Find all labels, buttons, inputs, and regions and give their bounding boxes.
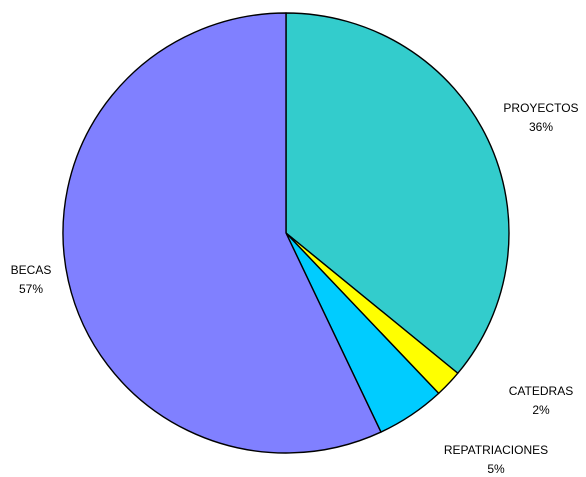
label-value-catedras: 2% bbox=[532, 403, 550, 417]
label-name-proyectos: PROYECTOS bbox=[503, 101, 578, 115]
label-name-becas: BECAS bbox=[11, 263, 52, 277]
pie-slice-proyectos bbox=[285, 12, 510, 374]
label-value-repatriaciones: 5% bbox=[487, 462, 505, 476]
label-value-proyectos: 36% bbox=[529, 120, 553, 134]
pie-slices bbox=[62, 12, 510, 454]
label-name-repatriaciones: REPATRIACIONES bbox=[444, 443, 548, 457]
label-name-catedras: CATEDRAS bbox=[509, 384, 573, 398]
label-value-becas: 57% bbox=[19, 282, 43, 296]
pie-slice-becas bbox=[62, 12, 382, 454]
